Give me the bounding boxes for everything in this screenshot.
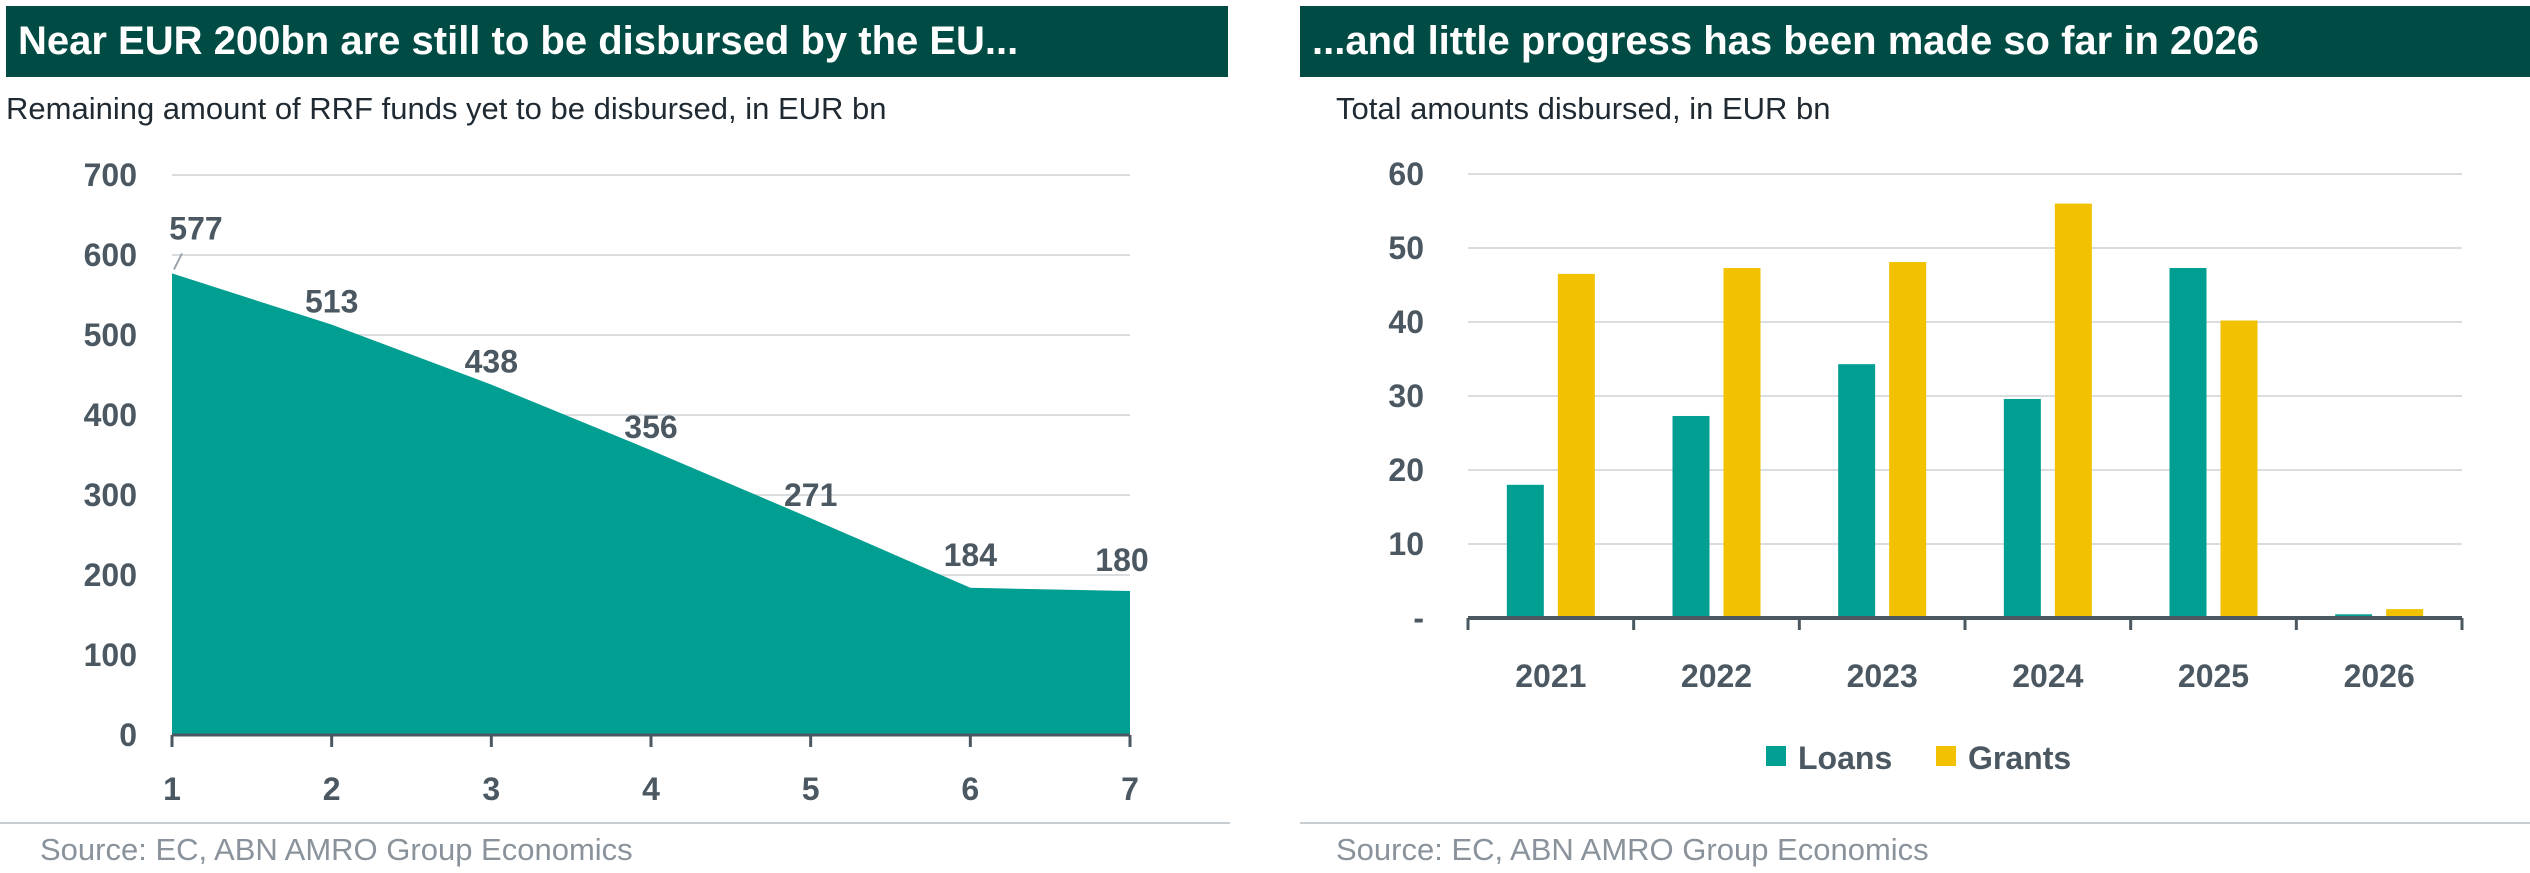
left-chart-title: Near EUR 200bn are still to be disbursed… <box>6 6 1228 77</box>
data-label: 271 <box>784 477 837 513</box>
x-tick-label: 7 <box>1121 771 1139 807</box>
right-chart-subtitle: Total amounts disbursed, in EUR bn <box>1336 91 1831 126</box>
grants-legend-swatch <box>1936 746 1956 766</box>
x-tick-label: 6 <box>961 771 979 807</box>
bar-chart: - 10 20 30 40 50 60 2021 2022 2023 2024 2025 2026 Loa… <box>1388 156 2464 776</box>
loans-bar <box>2003 398 2041 618</box>
grants-bar <box>1889 262 1927 618</box>
data-label: 356 <box>624 409 677 445</box>
x-tick-label: 4 <box>642 771 660 807</box>
y-tick-label: 100 <box>84 637 137 673</box>
y-tick-label: 600 <box>84 237 137 273</box>
left-chart-subtitle: Remaining amount of RRF funds yet to be … <box>6 91 887 126</box>
area-series <box>172 273 1130 735</box>
y-tick-label: 300 <box>84 477 137 513</box>
y-tick-label: 40 <box>1388 304 1424 340</box>
x-tick-label: 1 <box>163 771 181 807</box>
y-tick-label: 50 <box>1388 230 1424 266</box>
grants-bar <box>1557 273 1595 618</box>
x-tick-label: 2023 <box>1847 658 1918 694</box>
y-tick-label: 700 <box>84 157 137 193</box>
y-tick-label: 10 <box>1388 526 1424 562</box>
data-label: 184 <box>944 537 998 573</box>
x-tick-label: 5 <box>802 771 820 807</box>
y-tick-label: 500 <box>84 317 137 353</box>
loans-bar <box>1672 415 1710 618</box>
grants-bar <box>1723 267 1761 618</box>
right-chart-title: ...and little progress has been made so … <box>1300 6 2530 77</box>
data-label: 513 <box>305 284 358 320</box>
x-tick-label: 2026 <box>2344 658 2415 694</box>
loans-bar <box>1838 364 1876 618</box>
grants-bar <box>2220 320 2258 618</box>
y-tick-label: - <box>1413 600 1424 636</box>
x-tick-label: 2024 <box>2012 658 2083 694</box>
legend-label: Loans <box>1798 740 1892 776</box>
right-source-divider <box>1300 822 2530 824</box>
loans-bar <box>1506 484 1544 618</box>
right-chart-panel: ...and little progress has been made so … <box>1300 0 2530 873</box>
x-tick-label: 2022 <box>1681 658 1752 694</box>
y-tick-label: 60 <box>1388 156 1424 192</box>
x-tick-label: 3 <box>482 771 500 807</box>
y-tick-label: 0 <box>119 717 137 753</box>
loans-legend-swatch <box>1766 746 1786 766</box>
x-tick-label: 2021 <box>1515 658 1586 694</box>
legend-label: Grants <box>1968 740 2071 776</box>
x-tick-label: 2025 <box>2178 658 2249 694</box>
loans-bar <box>2169 267 2207 618</box>
data-label: 438 <box>465 344 518 380</box>
data-label: 577 <box>169 210 222 246</box>
data-label: 180 <box>1095 542 1148 578</box>
left-chart-panel: Near EUR 200bn are still to be disbursed… <box>0 0 1230 873</box>
x-tick-label: 2 <box>323 771 341 807</box>
y-tick-label: 30 <box>1388 378 1424 414</box>
left-source-divider <box>0 822 1230 824</box>
left-source-note: Source: EC, ABN AMRO Group Economics <box>40 832 633 867</box>
grants-bar <box>2054 203 2092 618</box>
y-tick-label: 20 <box>1388 452 1424 488</box>
data-label-leader <box>173 252 183 270</box>
y-tick-label: 400 <box>84 397 137 433</box>
right-source-note: Source: EC, ABN AMRO Group Economics <box>1336 832 1929 867</box>
y-tick-label: 200 <box>84 557 137 593</box>
area-chart: 0 100 200 300 400 500 600 700 1 2 3 4 5 6 7 577 513 438 35… <box>84 157 1149 807</box>
grants-bar <box>2386 609 2424 618</box>
